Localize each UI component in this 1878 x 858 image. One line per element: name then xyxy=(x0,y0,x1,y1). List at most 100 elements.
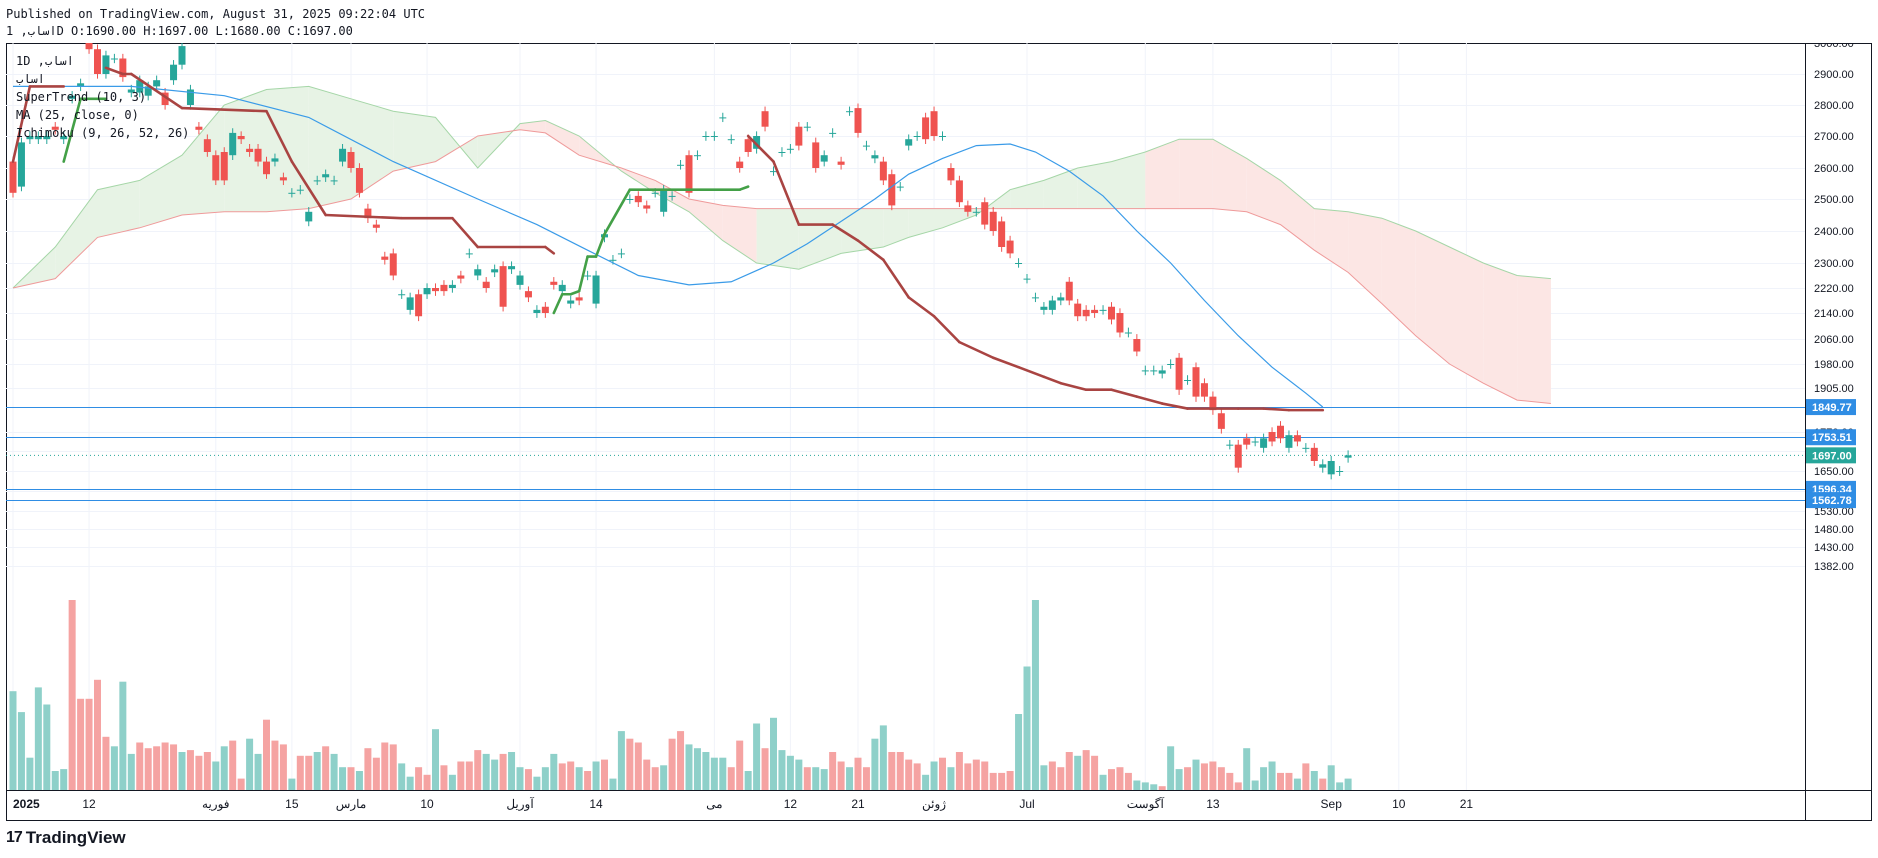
tradingview-logo[interactable]: 17 TradingView xyxy=(6,828,126,848)
volume-bar xyxy=(220,746,228,790)
price-line-badge xyxy=(1806,492,1856,509)
volume-bar xyxy=(1006,771,1014,790)
candle-body xyxy=(313,180,321,182)
volume-bar xyxy=(1310,771,1318,790)
supertrend-segment xyxy=(577,255,589,293)
volume-bar xyxy=(609,778,617,790)
volume-bar xyxy=(203,752,211,790)
candle-body xyxy=(1234,444,1242,468)
legend-supertrend[interactable]: SuperTrend (10, 3) xyxy=(16,90,147,104)
candle-body xyxy=(693,155,701,157)
candle-body xyxy=(305,211,313,222)
candle-body xyxy=(829,132,837,134)
candle-body xyxy=(1344,455,1352,458)
volume-bar xyxy=(178,752,186,790)
volume-bar xyxy=(837,761,845,790)
candle-body xyxy=(947,168,955,181)
volume-bar xyxy=(1048,761,1056,790)
candle-body xyxy=(1031,297,1039,299)
candle-body xyxy=(998,221,1006,247)
volume-bar xyxy=(60,769,68,790)
supertrend-segment xyxy=(104,66,125,76)
volume-bar xyxy=(702,752,710,790)
candle-body xyxy=(1310,447,1318,461)
supertrend-segment xyxy=(265,109,294,163)
ichimoku-cloud-segment xyxy=(621,168,656,193)
volume-bar xyxy=(51,771,59,790)
candle-body xyxy=(161,92,169,105)
candle-body xyxy=(1006,240,1014,254)
candle-body xyxy=(778,152,786,153)
volume-bar xyxy=(1150,784,1158,790)
volume-bar xyxy=(1124,772,1132,790)
candle-body xyxy=(43,136,51,140)
supertrend-segment xyxy=(1017,365,1046,379)
candle-body xyxy=(110,58,118,60)
supertrend-segment xyxy=(738,185,750,191)
volume-bar xyxy=(1319,778,1327,790)
candle-body xyxy=(508,266,516,270)
volume-bar xyxy=(677,731,685,790)
candle-body xyxy=(322,174,330,178)
candle-body xyxy=(102,55,110,74)
candle-body xyxy=(837,161,845,165)
candle-body xyxy=(972,211,980,213)
candle-body xyxy=(60,136,68,140)
volume-bar xyxy=(1302,763,1310,790)
candle-body xyxy=(905,139,913,146)
supertrend-segment xyxy=(772,160,801,226)
volume-bar xyxy=(448,774,456,790)
volume-bar xyxy=(955,752,963,790)
candle-body xyxy=(879,161,887,181)
candle-body xyxy=(575,297,583,301)
candle-body xyxy=(609,259,617,261)
candle-body xyxy=(1065,281,1073,301)
price-line-label: 1849.77 xyxy=(1812,402,1852,414)
price-line-badge xyxy=(1806,399,1856,416)
x-tick-label: 2025 xyxy=(13,797,40,811)
legend-ma[interactable]: MA (25, close, 0) xyxy=(16,108,139,122)
ohlc-readout: اساب, 1D O:1690.00 H:1697.00 L:1680.00 C… xyxy=(6,24,353,38)
candle-body xyxy=(567,300,575,304)
candle-body xyxy=(237,136,245,140)
volume-bar xyxy=(1200,763,1208,790)
candle-body xyxy=(465,253,473,255)
volume-bar xyxy=(896,752,904,790)
supertrend-segment xyxy=(882,258,911,299)
volume-bar xyxy=(1251,780,1259,790)
y-tick-label: 2900.00 xyxy=(1814,69,1854,81)
candle-body xyxy=(296,189,304,191)
volume-bar xyxy=(846,767,854,790)
volume-bar xyxy=(1327,765,1335,790)
supertrend-segment xyxy=(603,188,632,236)
x-tick-label: می xyxy=(706,797,722,811)
candle-body xyxy=(1116,313,1124,333)
ichimoku-cloud-segment xyxy=(55,189,98,279)
candle-body xyxy=(1293,435,1301,442)
volume-bar xyxy=(127,753,135,790)
candle-body xyxy=(753,136,761,149)
ichimoku-cloud-segment xyxy=(1043,168,1078,209)
legend-ichimoku[interactable]: Ichimoku (9, 26, 52, 26) xyxy=(16,126,190,140)
volume-bar xyxy=(786,755,794,790)
volume-bar xyxy=(541,767,549,790)
volume-bar xyxy=(499,753,507,790)
candle-body xyxy=(862,145,870,147)
legend-symbol[interactable]: 1D ,اساب xyxy=(16,54,74,68)
volume-bar xyxy=(381,742,389,790)
volume-bar xyxy=(322,746,330,790)
volume-bar xyxy=(753,723,761,790)
candle-body xyxy=(26,136,34,140)
candle-body xyxy=(617,253,625,255)
price-line-label: 1562.78 xyxy=(1812,495,1852,507)
volume-bar xyxy=(862,767,870,790)
volume-bar xyxy=(947,767,955,790)
candle-body xyxy=(710,136,718,137)
candle-body xyxy=(372,224,380,228)
candle-body xyxy=(119,58,127,78)
price-chart[interactable]: 3000.00 2900.00 2800.00 2700.00 2600.00 2500.… xyxy=(6,38,1872,821)
chart-frame[interactable]: 3000.00 2900.00 2800.00 2700.00 2600.00 2500.… xyxy=(6,38,1872,821)
candle-body xyxy=(482,281,490,288)
ichimoku-cloud-segment xyxy=(1145,139,1180,209)
tradingview-logo-icon: 17 xyxy=(6,829,23,846)
